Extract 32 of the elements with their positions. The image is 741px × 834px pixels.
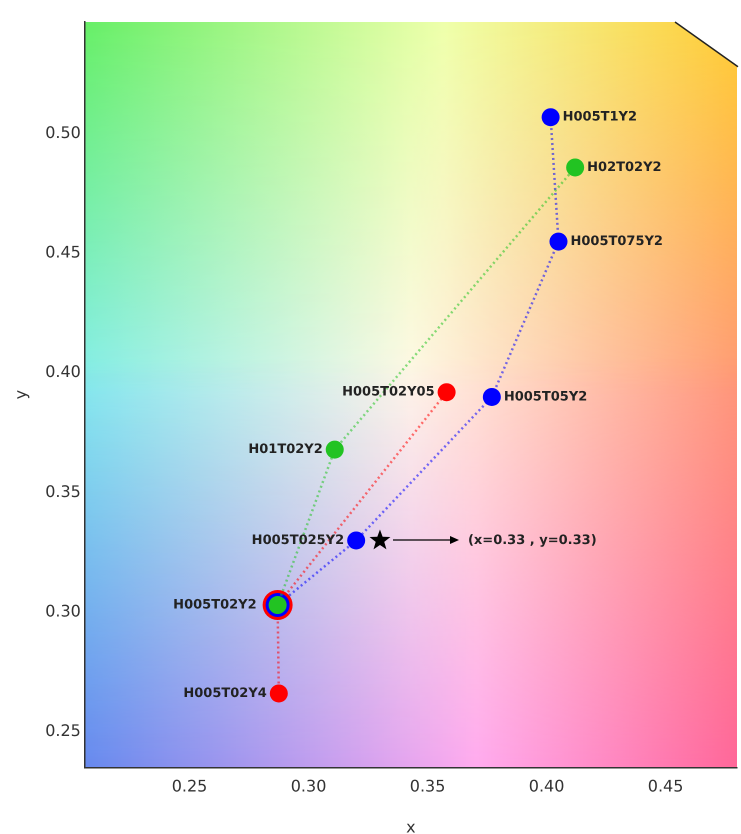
point [370,529,390,550]
annotation: (x=0.33 , y=0.33) [468,532,597,548]
point [549,232,568,251]
x-tick-label: 0.35 [410,776,446,796]
x-tick-label: 0.45 [648,776,684,796]
point [438,383,456,402]
x-tick-label: 0.40 [528,776,564,796]
x-tick-label: 0.25 [172,776,208,796]
annotation: H01T02Y2 [248,442,323,457]
point [566,158,584,176]
point [270,684,288,702]
x-tick-label: 0.30 [290,776,326,796]
annotation: H02T02Y2 [587,160,662,175]
y-axis-title: y [10,390,30,400]
annotation: H005T025Y2 [252,532,344,548]
annotation: H005T02Y2 [173,597,257,612]
annotation: H005T02Y4 [183,686,267,701]
point [542,108,560,126]
annotation: H005T075Y2 [570,234,663,249]
point [347,531,366,550]
y-tick-label: 0.50 [45,123,81,142]
x-axis-title: x [406,818,416,834]
y-tick-label: 0.25 [45,720,81,740]
point [482,388,501,406]
y-tick-label: 0.30 [45,601,81,620]
y-tick-label: 0.40 [45,362,81,382]
y-tick-label: 0.35 [45,482,81,501]
annotation: H005T02Y05 [342,384,435,400]
y-tick-label: 0.45 [45,242,81,262]
annotation: H005T1Y2 [562,110,638,125]
point [326,440,344,459]
annotation: H005T05Y2 [504,389,588,404]
